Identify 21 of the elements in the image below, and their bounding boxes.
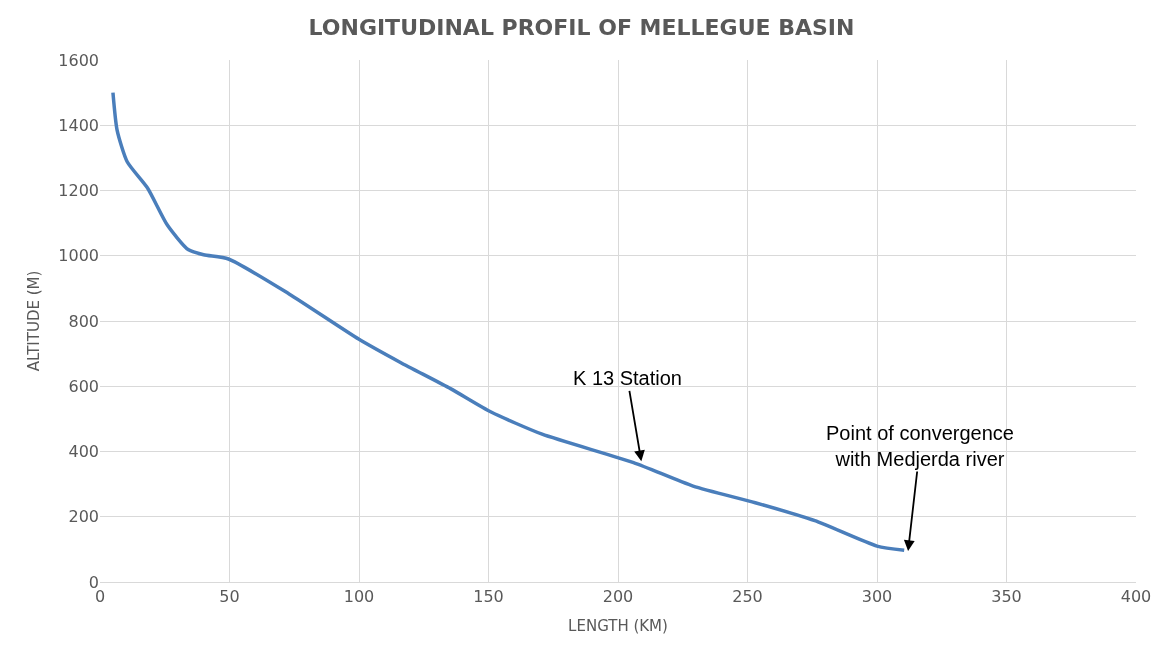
x-axis-title: LENGTH (KM) <box>568 617 668 636</box>
x-tick-label: 400 <box>1120 587 1152 607</box>
x-tick-label: 200 <box>602 587 634 607</box>
y-axis-title: ALTITUDE (M) <box>24 270 43 372</box>
y-tick-label: 800 <box>68 311 99 331</box>
y-tick-label: 1400 <box>58 115 99 135</box>
y-tick-label: 200 <box>68 507 99 527</box>
chart-title: LONGITUDINAL PROFIL OF MELLEGUE BASIN <box>308 14 855 40</box>
y-tick-label: 1200 <box>58 181 99 201</box>
annotation: K 13 Station <box>573 367 682 389</box>
annotation: Point of convergence with Medjerda river <box>826 422 1014 470</box>
x-tick-label: 150 <box>473 587 504 607</box>
y-tick-label: 400 <box>68 442 99 462</box>
y-tick-label: 1000 <box>58 246 99 266</box>
y-tick-label: 1600 <box>58 50 99 70</box>
y-tick-label: 600 <box>68 376 99 396</box>
x-tick-label: 250 <box>732 587 763 607</box>
x-tick-label: 350 <box>991 587 1022 607</box>
x-tick-label: 300 <box>861 587 893 607</box>
x-tick-label: 50 <box>219 587 240 607</box>
x-tick-label: 100 <box>343 587 375 607</box>
